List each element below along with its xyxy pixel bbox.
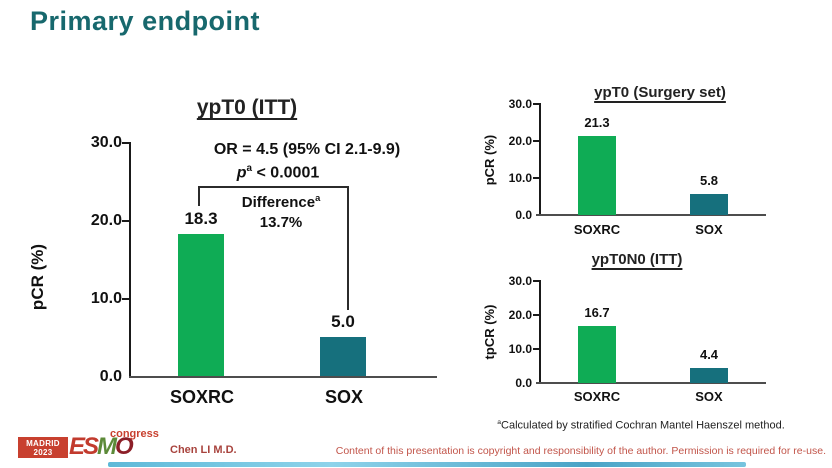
presenter-name: Chen LI M.D. — [170, 444, 237, 456]
esmo-logo: ESMO — [69, 433, 134, 461]
y-axis-label-main: pCR (%) — [28, 243, 47, 311]
bar-soxrc: 21.3 — [578, 115, 616, 215]
category-label-soxrc: SOXRC — [573, 222, 621, 237]
y-tick-mark — [122, 142, 129, 144]
bar-sox: 5.8 — [690, 173, 728, 215]
difference-value: 13.7% — [259, 214, 303, 231]
y-tick-mark — [533, 103, 539, 105]
bar-sox: 5.0 — [320, 312, 366, 376]
p-symbol: p — [236, 164, 247, 182]
category-label-soxrc: SOXRC — [573, 389, 621, 404]
x-axis-line-main — [129, 376, 437, 378]
x-axis-line-tpcr — [536, 382, 766, 384]
plot-area-tpcr: 16.7 4.4 — [541, 281, 766, 383]
x-axis-line-surgery — [536, 214, 766, 216]
y-axis-line-tpcr — [539, 280, 541, 384]
chart-title-ypt0-itt: ypT0 (ITT) — [196, 96, 298, 119]
y-tick-label: 30.0 — [508, 274, 532, 288]
p-value-text: < 0.0001 — [252, 164, 320, 182]
esmo-letters-es: ES — [69, 433, 99, 460]
logo-year: 2023 — [33, 448, 53, 457]
bottom-decor-bar — [108, 462, 746, 467]
y-axis-label-tpcr: tpCR (%) — [482, 304, 497, 360]
esmo-letter-m: M — [97, 433, 117, 460]
p-value-annotation: pa < 0.0001 — [237, 163, 319, 182]
y-tick-label: 10.0 — [508, 171, 532, 185]
y-axis-label-surgery: pCR (%) — [482, 134, 497, 186]
chart-title-ypt0n0-itt: ypT0N0 (ITT) — [591, 251, 683, 268]
y-tick-label: 10.0 — [90, 290, 122, 307]
esmo-letter-o: O — [115, 433, 134, 460]
y-tick-mark — [533, 140, 539, 142]
category-label-sox: SOX — [324, 387, 364, 407]
category-label-sox: SOX — [695, 222, 723, 237]
copyright-notice: Content of this presentation is copyrigh… — [335, 445, 826, 457]
y-tick-label: 30.0 — [90, 134, 122, 151]
bar-soxrc: 16.7 — [578, 305, 616, 383]
y-tick-mark — [122, 298, 129, 300]
bar-value-sox: 5.0 — [331, 312, 355, 332]
bar-sox: 4.4 — [690, 347, 728, 383]
category-label-soxrc: SOXRC — [169, 387, 235, 407]
y-tick-label: 0.0 — [99, 368, 122, 385]
y-tick-mark — [533, 314, 539, 316]
difference-bracket-right — [347, 186, 349, 310]
y-tick-label: 20.0 — [90, 212, 122, 229]
bar-value-sox: 4.4 — [699, 347, 719, 363]
y-tick-label: 10.0 — [508, 342, 532, 356]
y-axis-line-main — [129, 142, 131, 378]
logo-city: MADRID — [26, 439, 60, 448]
or-annotation: OR = 4.5 (95% CI 2.1-9.9) — [213, 141, 401, 158]
footnote-superscript: a — [497, 419, 502, 426]
difference-bracket-top — [198, 186, 349, 188]
difference-bracket-left — [198, 186, 200, 206]
bar-value-soxrc: 21.3 — [584, 115, 610, 131]
esmo-madrid-badge: MADRID 2023 — [18, 437, 68, 458]
y-axis-line-surgery — [539, 103, 541, 216]
y-tick-mark — [533, 280, 539, 282]
category-label-sox: SOX — [695, 389, 723, 404]
bar-soxrc: 18.3 — [178, 209, 224, 376]
chart-title-ypt0-surgery: ypT0 (Surgery set) — [594, 84, 726, 101]
y-tick-label: 0.0 — [515, 376, 532, 390]
difference-superscript: a — [315, 193, 321, 203]
y-tick-label: 0.0 — [515, 208, 532, 222]
method-footnote: aCalculated by stratified Cochran Mantel… — [496, 419, 786, 432]
y-tick-mark — [122, 220, 129, 222]
plot-area-surgery: 21.3 5.8 — [541, 104, 766, 215]
page-title: Primary endpoint — [30, 6, 261, 36]
y-tick-label: 20.0 — [508, 134, 532, 148]
plot-area-main: 18.3 5.0 — [131, 143, 437, 376]
p-superscript: a — [246, 163, 253, 174]
y-tick-mark — [533, 348, 539, 350]
y-tick-mark — [533, 177, 539, 179]
footnote-text: Calculated by stratified Cochran Mantel … — [501, 419, 785, 432]
bar-value-soxrc: 16.7 — [584, 305, 610, 321]
congress-label: congress — [110, 428, 159, 440]
bar-value-sox: 5.8 — [699, 172, 719, 188]
difference-text: Difference — [241, 194, 316, 211]
y-tick-label: 20.0 — [508, 308, 532, 322]
y-tick-label: 30.0 — [508, 97, 532, 111]
difference-label: Differencea — [242, 193, 321, 211]
bar-value-soxrc: 18.3 — [184, 208, 218, 228]
